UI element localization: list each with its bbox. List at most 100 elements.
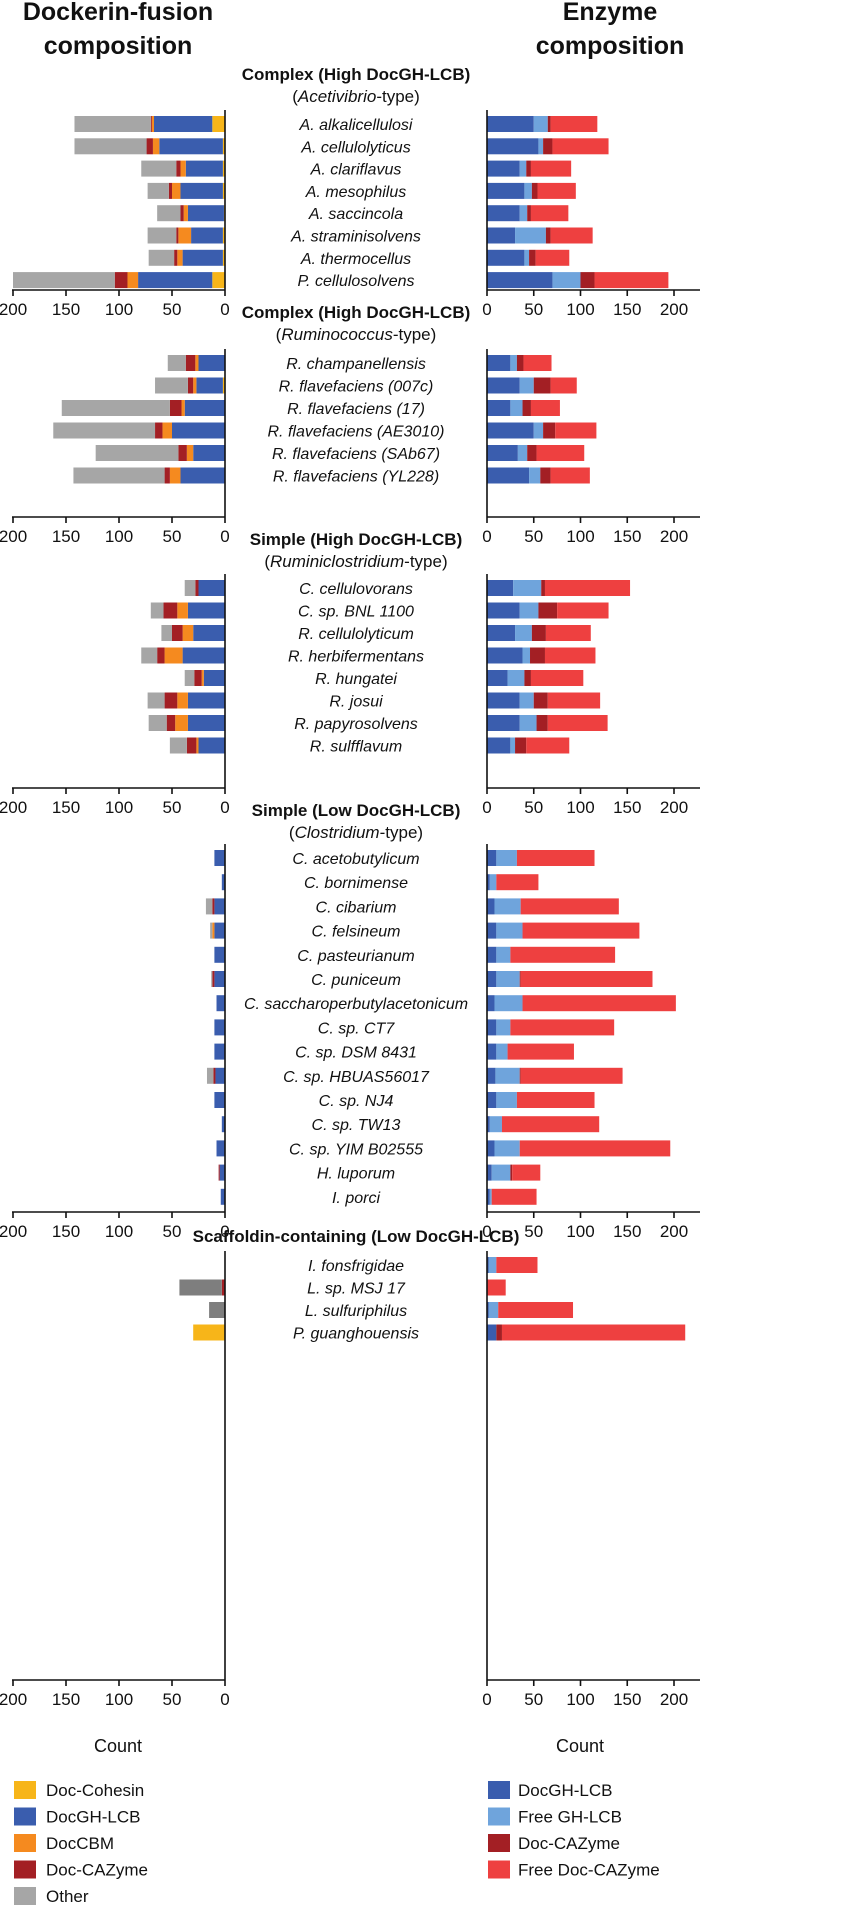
left-tick-label: 50 (163, 1222, 182, 1241)
right-bar-docgh_lcb (487, 580, 514, 596)
right-bar-free_doc_cazyme (522, 922, 640, 939)
left-bar-doc_cazyme (185, 355, 196, 371)
right-bar-free_doc_cazyme (535, 249, 570, 266)
left-bar-docgh_lcb (216, 1140, 225, 1157)
left-bar-docgh_lcb (220, 1188, 225, 1205)
left-bar-doc_cazyme (212, 898, 215, 915)
right-bar-docgh_lcb (487, 625, 516, 641)
left-bar-other (148, 249, 175, 266)
right-bar-docgh_lcb (487, 1116, 490, 1133)
right-bar-free_doc_cazyme (557, 602, 609, 619)
right-bar-free_doc_cazyme (522, 995, 676, 1012)
left-header-line1: Dockerin-fusion (23, 0, 213, 26)
right-bar-free_gh_lcb (510, 400, 523, 416)
species-label: R. flavefaciens (17) (287, 401, 425, 418)
left-bar-doc_cazyme (178, 445, 187, 461)
left-bar-other (161, 625, 172, 641)
right-bar-free_gh_lcb (496, 850, 517, 866)
left-tick-label: 0 (220, 1690, 229, 1709)
left-bar-other (157, 205, 181, 222)
left-bar-doc_cazyme (157, 647, 165, 664)
group-3: Simple (High DocGH-LCB) (Ruminiclostridiu… (0, 530, 700, 817)
left-bar-other (167, 355, 186, 371)
left-bar-doc_cazyme (114, 272, 128, 289)
left-tick-label: 50 (163, 300, 182, 319)
right-bar-free_gh_lcb (494, 898, 521, 915)
legend-label-doc_cohesin: Doc-Cohesin (46, 1781, 144, 1800)
right-bar-docgh_lcb (487, 971, 497, 987)
right-bar-free_gh_lcb (533, 422, 544, 439)
species-label: R. herbifermentans (288, 649, 424, 666)
right-bar-doc_cazyme (540, 467, 551, 484)
left-bar-docgh_lcb (214, 946, 225, 963)
left-bar-doccbm (183, 205, 188, 222)
left-bar-docgh_lcb (196, 377, 223, 394)
legend-swatch-right-free_gh_lcb (488, 1807, 510, 1826)
left-bar-doccbm (201, 670, 204, 686)
species-label: I. porci (332, 1190, 380, 1207)
right-tick-label: 150 (613, 527, 641, 546)
left-bar-doccbm (164, 647, 183, 664)
left-tick-label: 150 (52, 798, 80, 817)
legend-label-right-free_gh_lcb: Free GH-LCB (518, 1808, 622, 1827)
left-bar-docgh_lcb (215, 1067, 225, 1084)
right-tick-label: 50 (524, 798, 543, 817)
right-bar-docgh_lcb (487, 227, 516, 244)
left-tick-label: 100 (105, 1222, 133, 1241)
legend-swatch-doc_cohesin (14, 1781, 36, 1799)
left-bar-docgh_lcb (182, 647, 225, 664)
left-bar-doccbm (151, 116, 154, 132)
right-tick-label: 200 (660, 527, 688, 546)
right-bar-free_doc_cazyme (520, 971, 653, 987)
species-label: C. sp. NJ4 (319, 1093, 394, 1110)
right-bar-docgh_lcb (487, 1019, 497, 1036)
species-label: P. guanghouensis (293, 1326, 419, 1343)
left-bar-docgh_lcb (184, 400, 225, 416)
group-subtitle: (Ruminiclostridium-type) (264, 552, 447, 571)
right-tick-label: 0 (482, 798, 491, 817)
species-label: A. saccincola (308, 206, 403, 223)
left-bar-docgh_lcb (187, 205, 224, 222)
left-bar-other (179, 1279, 222, 1296)
left-bar-docgh_lcb (138, 272, 213, 289)
right-bar-docgh_lcb (487, 670, 508, 686)
right-bar-doc_cazyme (531, 182, 538, 199)
right-bar-free_gh_lcb (495, 1067, 520, 1084)
right-bar-docgh_lcb (487, 1302, 489, 1318)
right-bar-docgh_lcb (487, 272, 553, 289)
right-bar-free_gh_lcb (524, 182, 532, 199)
right-bar-free_doc_cazyme (526, 737, 570, 754)
right-bar-free_doc_cazyme (530, 400, 560, 416)
right-bar-doc_cazyme (496, 1324, 502, 1341)
right-header-line1: Enzyme (563, 0, 658, 26)
left-bar-doccbm (186, 445, 194, 461)
left-bar-docgh_lcb (153, 116, 213, 132)
species-label: A. clariflavus (310, 162, 402, 179)
left-tick-label: 50 (163, 1690, 182, 1709)
legend-swatch-right-doc_cazyme (488, 1834, 510, 1852)
species-label: C. sp. TW13 (312, 1117, 401, 1134)
right-bar-free_gh_lcb (496, 922, 523, 939)
right-bar-free_gh_lcb (494, 995, 523, 1012)
left-tick-label: 200 (0, 300, 27, 319)
right-bar-doc_cazyme (516, 355, 524, 371)
legend-swatch-doc_cazyme (14, 1860, 36, 1879)
right-bar-free_gh_lcb (519, 205, 528, 222)
group-1: Complex (High DocGH-LCB) (Acetivibrio-typ… (0, 65, 700, 319)
right-bar-free_gh_lcb (496, 1092, 517, 1108)
left-bar-other (155, 377, 188, 394)
left-bar-doc_cazyme (187, 377, 194, 394)
left-bar-doccbm (172, 182, 181, 199)
left-bar-other (184, 670, 195, 686)
left-bar-docgh_lcb (221, 874, 225, 891)
left-bar-doccbm (162, 422, 172, 439)
right-bar-docgh_lcb (487, 249, 525, 266)
species-label: C. saccharoperbutylacetonicum (244, 996, 468, 1013)
right-bar-free_gh_lcb (533, 116, 548, 132)
right-tick-label: 100 (566, 1222, 594, 1241)
group-subtitle: (Clostridium-type) (289, 823, 423, 842)
left-bar-docgh_lcb (193, 445, 225, 461)
right-bar-free_doc_cazyme (498, 1302, 574, 1318)
group-title: Simple (Low DocGH-LCB) (252, 801, 461, 820)
left-tick-label: 150 (52, 1690, 80, 1709)
